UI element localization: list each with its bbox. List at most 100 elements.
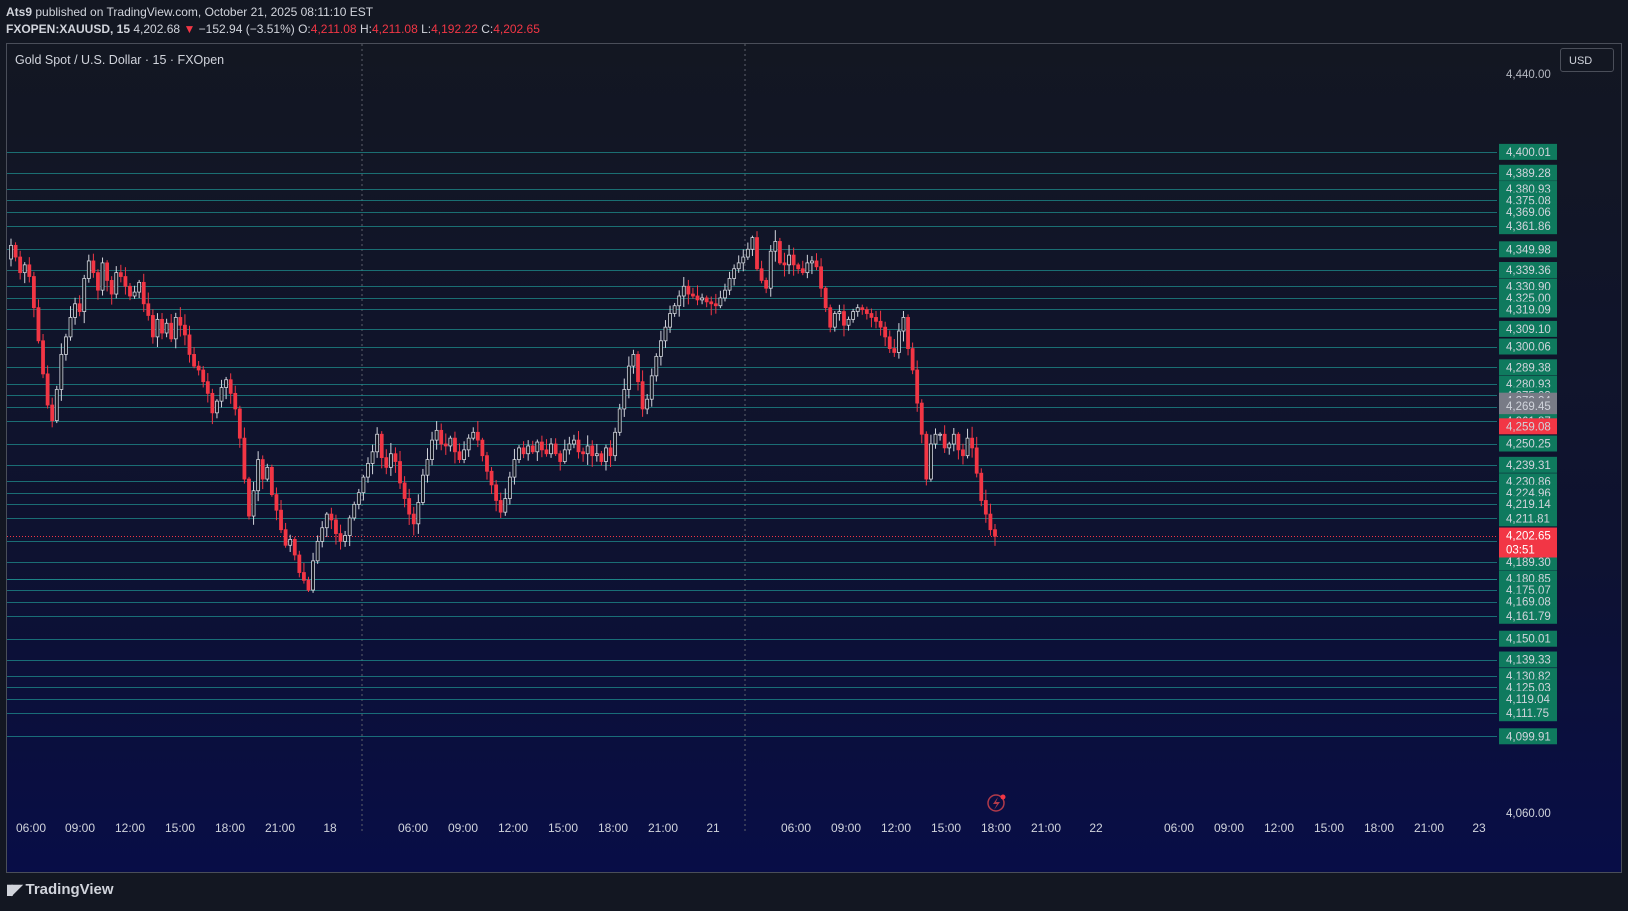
candle-body <box>64 336 68 355</box>
candle-body <box>59 354 64 390</box>
candle-body <box>498 500 503 513</box>
current-price-label-bg <box>1499 527 1557 558</box>
x-tick-label: 21 <box>706 821 720 835</box>
open-label: O: <box>298 22 311 36</box>
candle-body <box>205 381 210 394</box>
candle-body <box>324 513 329 529</box>
candle-body <box>237 408 242 439</box>
candle-body <box>732 268 737 279</box>
candle-body <box>269 466 274 496</box>
x-tick-label: 18:00 <box>981 821 1011 835</box>
x-tick-label: 15:00 <box>165 821 195 835</box>
x-tick-label: 21:00 <box>1414 821 1444 835</box>
change-arrow-icon: ▼ <box>183 22 196 36</box>
x-tick-label: 12:00 <box>881 821 911 835</box>
level-label-bg <box>1499 607 1557 624</box>
chart-pane[interactable]: 4,400.01 4,389.28 4,380.93 4,375.08 4,369.06… <box>6 43 1622 873</box>
candle-body <box>567 443 572 451</box>
candle-body <box>485 455 489 472</box>
candle-body <box>787 254 791 266</box>
candle-body <box>718 297 723 307</box>
header-bar: Ats9 published on TradingView.com, Octob… <box>0 0 1628 42</box>
candle-body <box>672 305 677 314</box>
level-label-bg <box>1499 338 1557 355</box>
candle-body <box>196 365 201 371</box>
candle-body <box>759 268 764 281</box>
candle-body <box>938 433 942 436</box>
candle-body <box>910 348 915 371</box>
candle-body <box>773 241 778 252</box>
candle-body <box>906 317 910 349</box>
candle-body <box>86 260 91 279</box>
current-price-label: 4,202.65 <box>1506 531 1551 543</box>
candle-body <box>466 437 471 451</box>
candle-body <box>823 287 828 309</box>
marker-label-bg <box>1499 398 1557 415</box>
level-label: 4,309.10 <box>1506 324 1551 336</box>
candle-body <box>215 400 219 414</box>
candle-body <box>700 297 704 301</box>
candle-body <box>123 276 128 287</box>
candle-body <box>96 272 100 291</box>
candle-body <box>242 437 247 480</box>
candle-body <box>681 285 686 297</box>
candle-body <box>402 482 407 499</box>
candle-body <box>622 389 627 410</box>
candle-body <box>855 307 860 312</box>
candle-body <box>576 439 581 453</box>
candle-body <box>251 490 256 517</box>
level-label: 4,339.36 <box>1506 265 1551 277</box>
candle-body <box>9 244 13 260</box>
candle-body <box>956 433 961 451</box>
candle-body <box>334 519 338 534</box>
level-label-bg <box>1499 456 1557 473</box>
x-tick-label: 18:00 <box>215 821 245 835</box>
x-tick-label: 23 <box>1472 821 1486 835</box>
candle-body <box>13 244 18 258</box>
symbol-label[interactable]: FXOPEN:XAUUSD, 15 <box>6 22 131 36</box>
candle-body <box>366 463 370 478</box>
candle-body <box>292 539 297 556</box>
x-tick-label: 06:00 <box>398 821 428 835</box>
close-value: 4,202.65 <box>493 22 540 36</box>
open-value: 4,211.08 <box>310 22 357 36</box>
candle-body <box>416 502 421 525</box>
level-label-bg <box>1499 554 1557 571</box>
candle-body <box>164 322 169 334</box>
candle-body <box>274 494 279 511</box>
candle-body <box>755 237 759 270</box>
candle-body <box>796 264 801 270</box>
candle-body <box>636 354 640 383</box>
level-label: 4,161.79 <box>1506 611 1551 623</box>
candle-body <box>283 529 288 546</box>
candle-body <box>155 318 160 338</box>
candle-body <box>54 389 59 422</box>
candle-body <box>585 445 590 455</box>
candle-body <box>320 527 325 542</box>
tradingview-logo[interactable]: ▮◤ TradingView <box>6 881 114 898</box>
candle-body <box>434 429 439 441</box>
candle-body <box>480 439 485 457</box>
candle-body <box>471 431 476 439</box>
x-tick-label: 09:00 <box>1214 821 1244 835</box>
x-tick-label: 12:00 <box>498 821 528 835</box>
level-label-bg <box>1499 218 1557 235</box>
currency-button[interactable]: USD <box>1560 48 1614 72</box>
candle-body <box>727 278 732 291</box>
candle-body <box>988 513 993 531</box>
candle-body <box>82 278 87 312</box>
x-tick-label: 18 <box>323 821 337 835</box>
candle-body <box>183 324 187 336</box>
chart-svg[interactable]: 4,400.014,389.284,380.934,375.084,369.06… <box>7 44 1622 873</box>
marker-label: 4,269.45 <box>1506 401 1551 413</box>
author-name[interactable]: Ats9 <box>6 5 33 19</box>
candle-body <box>613 431 618 457</box>
change-value: −152.94 (−3.51%) <box>198 22 295 36</box>
candle-body <box>810 260 814 264</box>
level-label-bg <box>1499 143 1557 160</box>
chart-legend[interactable]: Gold Spot / U.S. Dollar · 15 · FXOpen <box>15 53 225 67</box>
candle-body <box>686 285 691 295</box>
footer-bar: ▮◤ TradingView <box>0 873 1628 911</box>
candle-body <box>892 348 897 353</box>
x-tick-label: 15:00 <box>1314 821 1344 835</box>
